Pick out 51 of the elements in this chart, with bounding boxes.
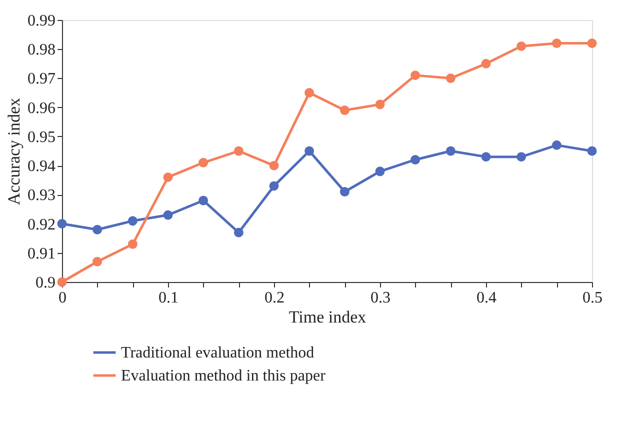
point	[481, 58, 491, 68]
legend-label: Traditional evaluation method	[121, 344, 314, 362]
y-tick-label: 0.98	[28, 42, 56, 59]
point	[269, 181, 279, 191]
y-tick-label: 0.94	[28, 158, 56, 176]
point	[304, 146, 314, 156]
point	[128, 239, 138, 249]
y-tick-label: 0.9	[36, 274, 56, 292]
y-tick-label: 0.96	[28, 100, 56, 117]
x-tick-label: 0.2	[264, 290, 284, 306]
point	[375, 166, 385, 176]
y-tick-label: 0.99	[28, 12, 56, 30]
point	[128, 216, 138, 226]
x-tick-label: 0.4	[476, 290, 496, 306]
point	[234, 228, 244, 238]
point	[446, 73, 456, 83]
point	[340, 106, 350, 115]
point	[198, 196, 208, 206]
point	[269, 160, 279, 170]
x-tick-label: 0.1	[158, 290, 178, 306]
x-tick-label: 0.5	[582, 290, 602, 306]
point	[92, 256, 102, 266]
y-tick-label: 0.97	[28, 70, 56, 88]
point	[446, 146, 456, 156]
point	[516, 152, 526, 162]
point	[552, 38, 562, 48]
point	[516, 41, 526, 51]
x-axis-title: Time index	[288, 308, 367, 326]
point	[234, 146, 244, 156]
point	[163, 172, 173, 182]
point	[304, 88, 314, 98]
point	[92, 224, 102, 234]
point	[163, 210, 173, 220]
point	[587, 38, 597, 48]
point	[552, 140, 562, 150]
x-tick-label: 0.3	[370, 290, 390, 306]
point	[587, 146, 597, 156]
point	[481, 152, 491, 162]
y-tick-label: 0.92	[28, 216, 56, 234]
point	[340, 187, 350, 196]
x-tick-label: 0	[58, 290, 66, 306]
point	[410, 155, 420, 164]
y-tick-label: 0.93	[28, 187, 56, 204]
y-tick-label: 0.95	[28, 128, 56, 146]
y-axis-title: Accuracy index	[4, 97, 24, 206]
point	[57, 219, 67, 229]
point	[198, 158, 208, 168]
legend-label: Evaluation method in this paper	[121, 368, 326, 384]
point	[410, 70, 420, 80]
point	[375, 100, 385, 110]
y-tick-label: 0.91	[28, 245, 56, 262]
